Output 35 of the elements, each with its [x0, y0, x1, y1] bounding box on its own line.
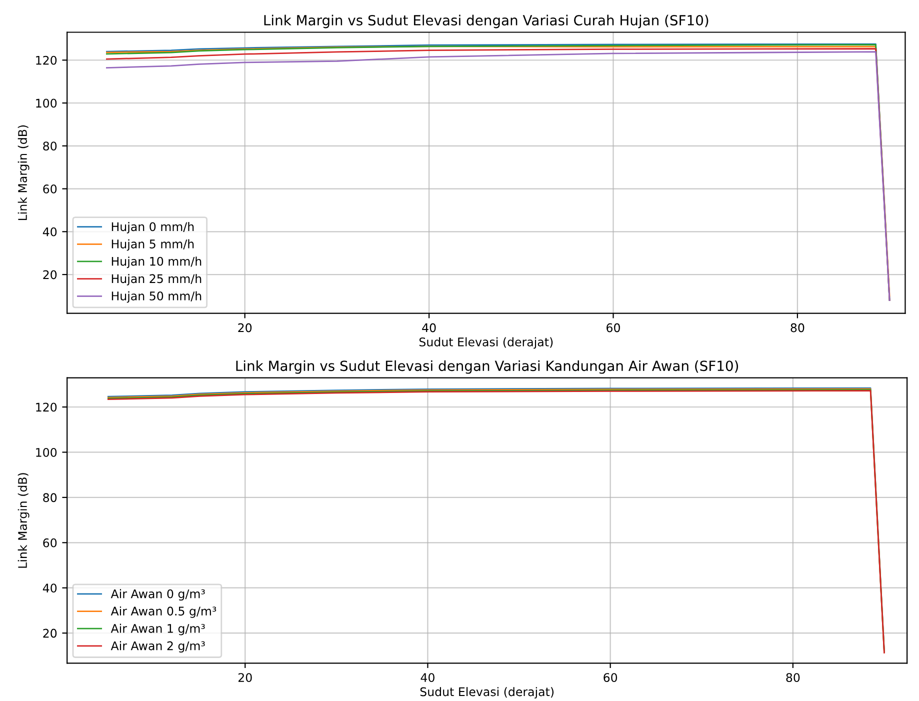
legend-label: Hujan 25 mm/h: [112, 274, 202, 286]
x-axis-title: Sudut Elevasi (derajat): [420, 687, 554, 698]
chart-title: Link Margin vs Sudut Elevasi dengan Variasi Curah Hujan (SF10): [264, 14, 708, 28]
legend-label: Hujan 5 mm/h: [112, 239, 194, 251]
legend-label: Air Awan 1 g/m³: [110, 624, 205, 636]
y-tick-label: 100: [36, 448, 57, 457]
chart-title: Link Margin vs Sudut Elevasi dengan Variasi Kandungan Air Awan (SF10): [236, 360, 738, 374]
legend-label: Air Awan 0 g/m³: [110, 589, 205, 601]
y-tick-label: 120: [36, 402, 57, 412]
legend-label: Hujan 10 mm/h: [112, 256, 202, 268]
y-tick-label: 40: [42, 584, 57, 593]
x-tick-label: 40: [420, 673, 434, 682]
x-tick-label: 80: [790, 323, 804, 332]
y-tick-label: 40: [42, 227, 57, 236]
x-tick-label: 20: [238, 323, 252, 332]
y-tick-label: 60: [43, 184, 57, 194]
legend-label: Air Awan 0.5 g/m³: [110, 606, 216, 618]
y-tick-label: 80: [43, 493, 57, 502]
x-axis-title: Sudut Elevasi (derajat): [419, 337, 553, 349]
y-tick-label: 20: [43, 628, 57, 638]
x-tick-label: 60: [604, 673, 618, 682]
legend-label: Hujan 0 mm/h: [112, 222, 194, 234]
y-tick-label: 80: [43, 142, 57, 151]
y-axis-title: Link Margin (dB): [18, 473, 30, 568]
y-tick-label: 120: [36, 56, 57, 65]
y-tick-label: 100: [36, 98, 57, 108]
x-tick-label: 60: [606, 323, 620, 332]
legend-label: Hujan 50 mm/h: [112, 291, 202, 303]
y-tick-label: 20: [43, 270, 57, 280]
legend-label: Air Awan 2 g/m³: [110, 641, 205, 653]
y-axis-title: Link Margin (dB): [18, 125, 30, 220]
x-tick-label: 40: [422, 323, 436, 332]
x-tick-label: 20: [238, 673, 252, 682]
y-tick-label: 60: [43, 538, 57, 548]
x-tick-label: 80: [786, 673, 800, 682]
